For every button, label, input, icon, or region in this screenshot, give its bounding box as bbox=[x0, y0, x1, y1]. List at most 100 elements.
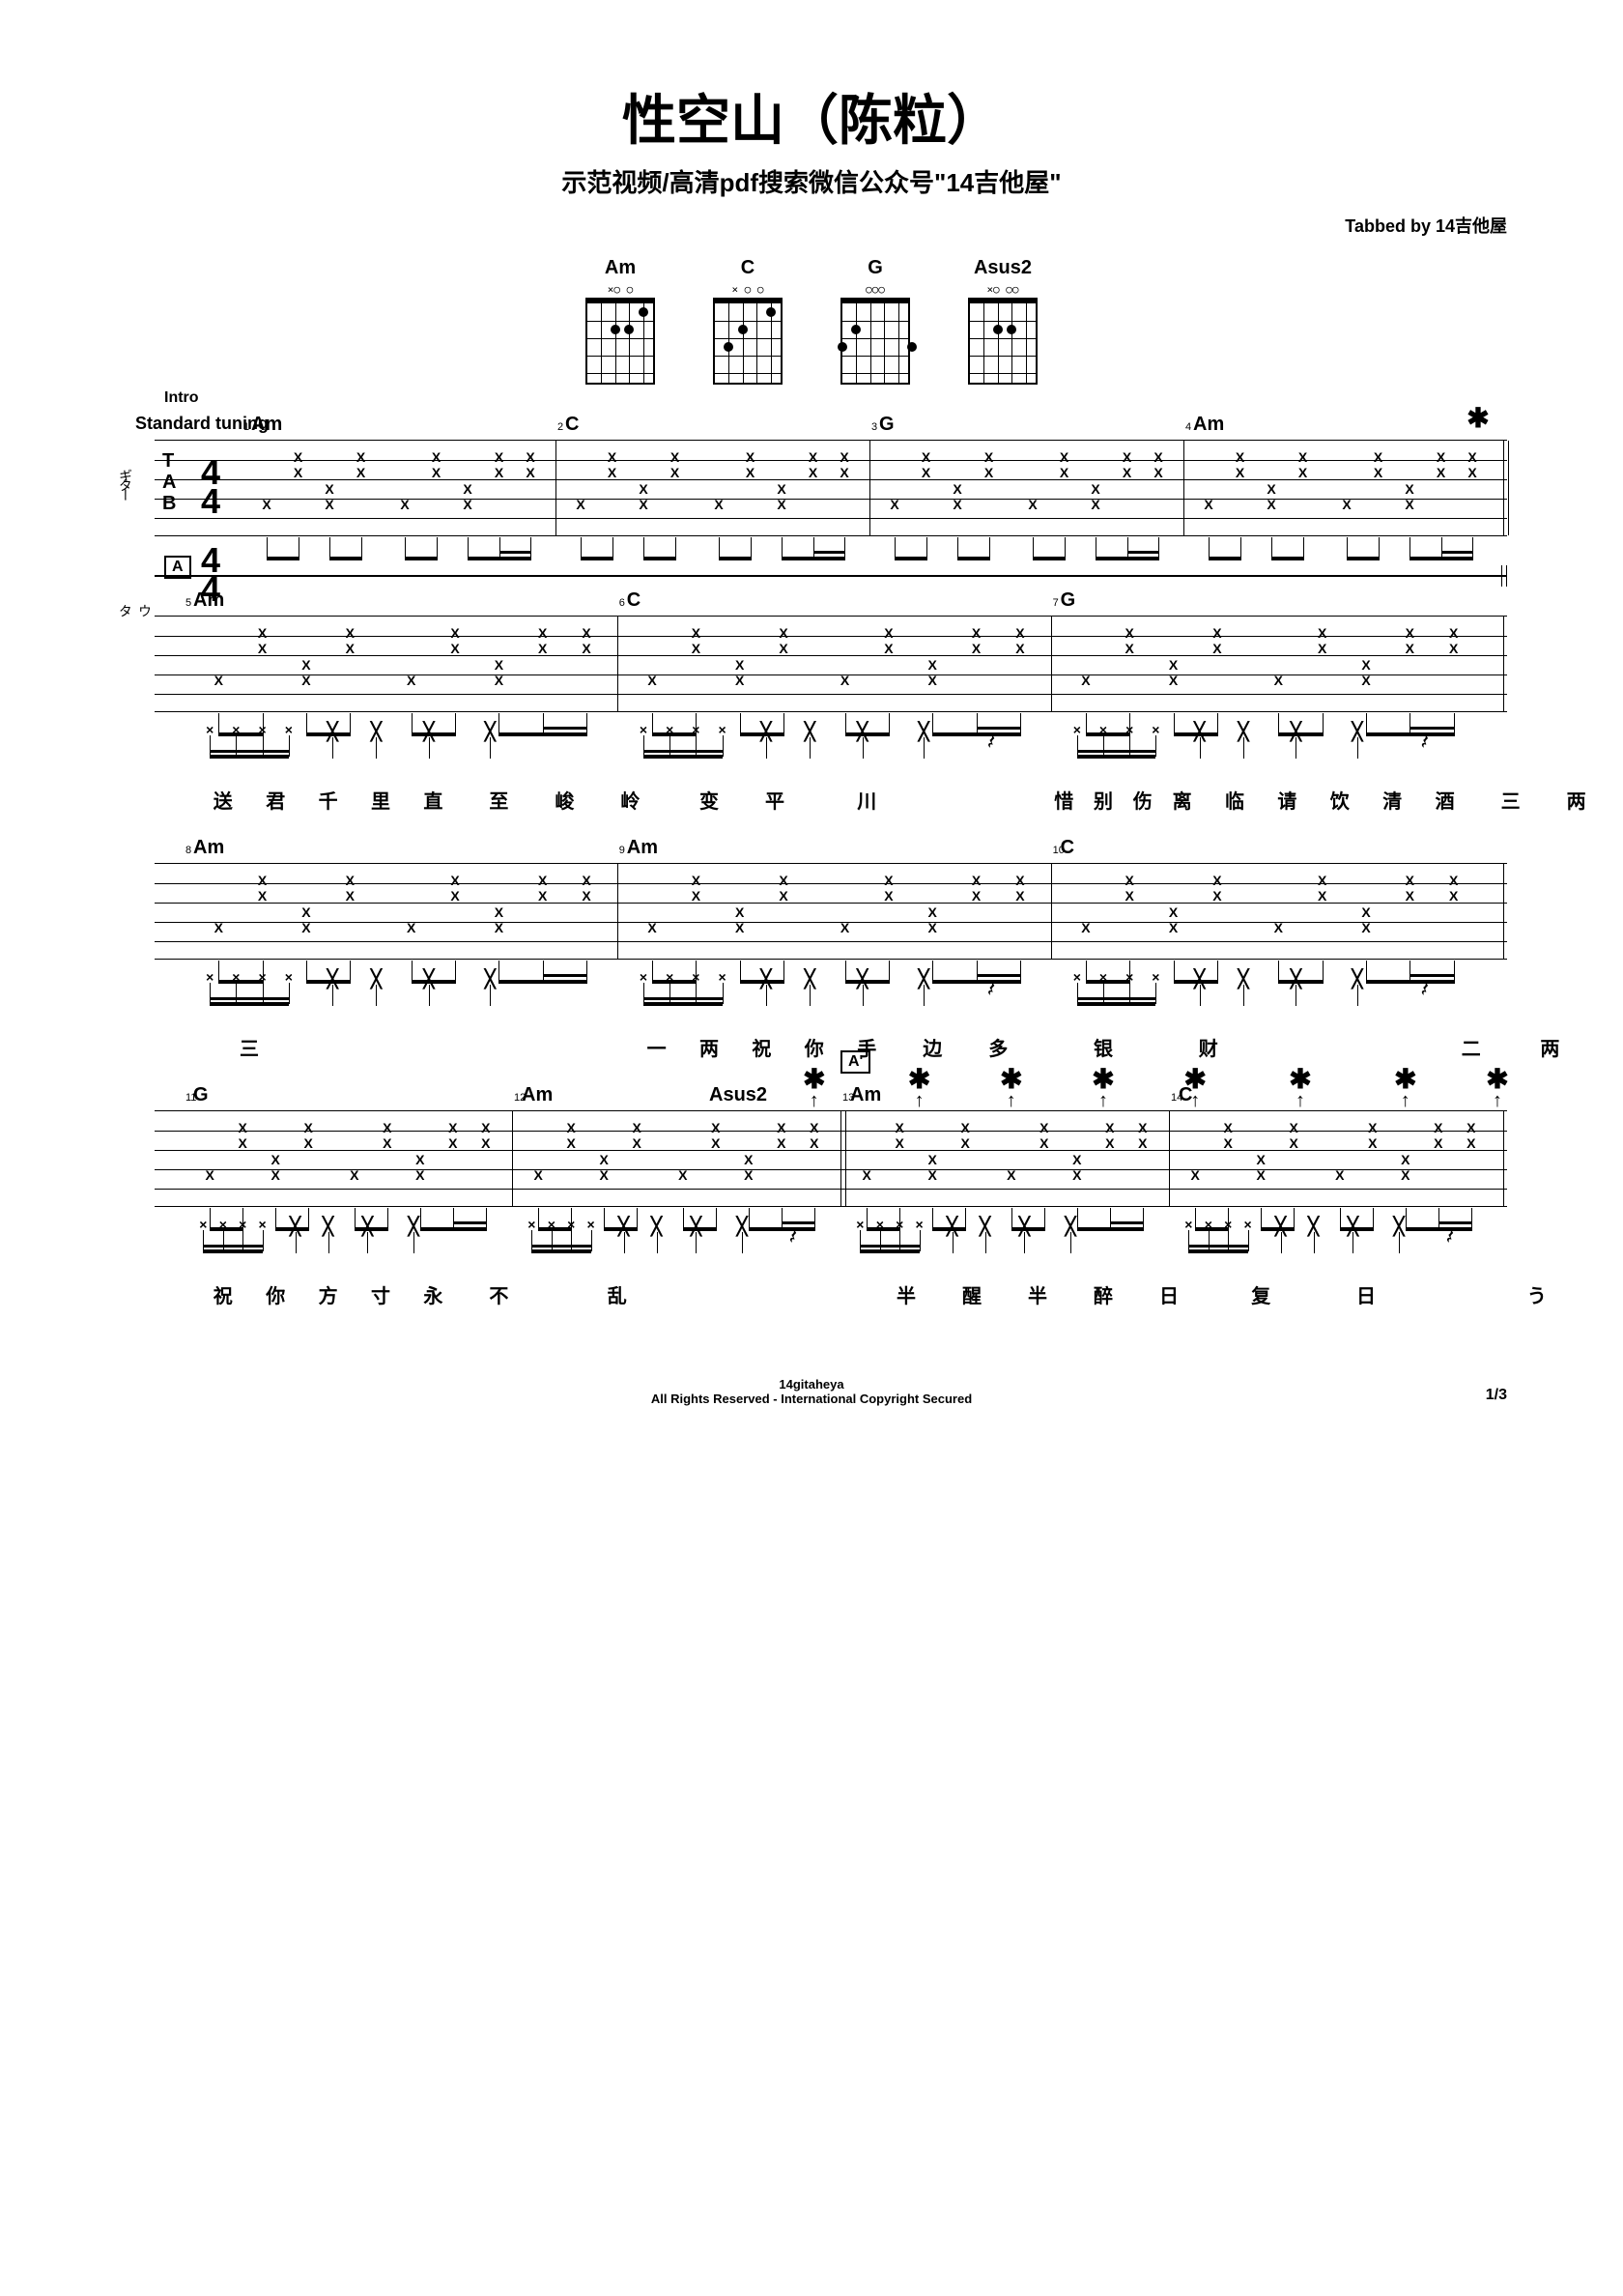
bar-number: 11 bbox=[185, 1092, 196, 1104]
lyric: 别 bbox=[1094, 786, 1113, 814]
lyrics-row: 祝你方寸永不乱半醒半醉日复日う bbox=[155, 1280, 1507, 1319]
chord-diagrams: Am×○ ○ C× ○ ○ G ○○○ Asus2×○ ○○ bbox=[116, 257, 1507, 385]
lyric: 不 bbox=[489, 1280, 508, 1308]
lyric: 日 bbox=[1159, 1280, 1179, 1308]
lyric: 君 bbox=[266, 786, 285, 814]
bar-number: 9 bbox=[619, 845, 625, 856]
lyric: 半 bbox=[897, 1280, 916, 1308]
rhythm-row: ××××╳╳╳╳××××╳╳╳╳𝄽××××╳╳╳╳××××╳╳╳╳𝄽 bbox=[155, 1217, 1507, 1275]
lyric: 里 bbox=[371, 786, 390, 814]
rhythm-row: ××××╳╳╳╳××××╳╳╳╳𝄽××××╳╳╳╳𝄽 bbox=[155, 969, 1507, 1027]
chord-label: Am bbox=[627, 837, 658, 859]
lyric: 峻 bbox=[555, 786, 574, 814]
bar-number: 6 bbox=[619, 597, 625, 609]
lyric: 永 bbox=[423, 1280, 442, 1308]
bar-number: 3 bbox=[871, 421, 877, 433]
lyric: 直 bbox=[423, 786, 442, 814]
chord-label: G bbox=[879, 414, 895, 436]
tab-staff: Am8XXXXXXXXXXXXXXXXAm9XXXXXXXXXXXXXXXXC1… bbox=[155, 863, 1507, 960]
arrow-up-icon: ↑ bbox=[1098, 1090, 1108, 1112]
tuning-label: Standard tuning bbox=[135, 414, 1507, 434]
lyric: 方 bbox=[319, 1280, 338, 1308]
bar-number: 13 bbox=[842, 1092, 854, 1104]
lyric: 醉 bbox=[1094, 1280, 1113, 1308]
system-1: AAm5XXXXXXXXXXXXXXXXC6XXXXXXXXXXXXXXXXG7… bbox=[116, 616, 1507, 824]
bar-number: 7 bbox=[1053, 597, 1059, 609]
page-title: 性空山（陈粒） bbox=[116, 77, 1507, 156]
bar-number: 1 bbox=[243, 421, 249, 433]
section-intro: Intro bbox=[164, 389, 199, 407]
tabbed-by: Tabbed by 14吉他屋 bbox=[116, 213, 1507, 238]
lyric: 银 bbox=[1094, 1033, 1113, 1061]
lyric: 你 bbox=[266, 1280, 285, 1308]
lyric: 饮 bbox=[1330, 786, 1350, 814]
vocal-label: ウタ bbox=[116, 604, 155, 614]
tab-staff: TAB44Am1XXXXXXXXXXXXXXXXC2XXXXXXXXXXXXXX… bbox=[155, 440, 1507, 536]
lyric: 岭 bbox=[620, 786, 640, 814]
lyric: 日 bbox=[1356, 1280, 1376, 1308]
lyric: 清 bbox=[1382, 786, 1402, 814]
lyric: 送 bbox=[214, 786, 233, 814]
section-box: A bbox=[164, 556, 191, 579]
lyrics-row: 送君千里直至峻岭变平川惜别伤离临请饮清酒三两 bbox=[155, 786, 1507, 824]
lyric: 二 bbox=[1462, 1033, 1481, 1061]
lyric: 边 bbox=[923, 1033, 942, 1061]
arrow-up-icon: ↑ bbox=[915, 1090, 925, 1112]
chord-label: Am bbox=[522, 1084, 553, 1106]
lyric: 离 bbox=[1173, 786, 1192, 814]
lyric: 半 bbox=[1028, 1280, 1047, 1308]
chord-C: C× ○ ○ bbox=[713, 257, 783, 385]
arrow-up-icon: ↑ bbox=[1296, 1090, 1305, 1112]
bar-number: 14 bbox=[1171, 1092, 1182, 1104]
lyric: 平 bbox=[765, 786, 784, 814]
lyric: 祝 bbox=[214, 1280, 233, 1308]
bar-number: 4 bbox=[1185, 421, 1191, 433]
lyric: 多 bbox=[988, 1033, 1008, 1061]
lyric: 寸 bbox=[371, 1280, 390, 1308]
chord-label: G bbox=[1061, 589, 1076, 612]
chord-Am: Am×○ ○ bbox=[585, 257, 655, 385]
lyric: 至 bbox=[489, 786, 508, 814]
lyric: 请 bbox=[1277, 786, 1296, 814]
chord-Asus2: Asus2×○ ○○ bbox=[968, 257, 1038, 385]
guitar-label: ギター bbox=[116, 469, 135, 498]
asterisk-icon: ✱ bbox=[1466, 402, 1489, 434]
tab-staff: G11XXXXXXXXXXXXXXXXAmAsus212XXXXXXXXXXXX… bbox=[155, 1110, 1507, 1207]
lyric: 两 bbox=[699, 1033, 719, 1061]
system-2: Am8XXXXXXXXXXXXXXXXAm9XXXXXXXXXXXXXXXXC1… bbox=[116, 863, 1507, 1072]
chord-label: C bbox=[565, 414, 579, 436]
lyric: 一 bbox=[647, 1033, 667, 1061]
lyric: 乱 bbox=[608, 1280, 627, 1308]
lyric: 复 bbox=[1251, 1280, 1270, 1308]
tab-clef: TAB bbox=[162, 450, 176, 514]
lyric: 醒 bbox=[962, 1280, 982, 1308]
subtitle: 示范视频/高清pdf搜索微信公众号"14吉他屋" bbox=[116, 163, 1507, 199]
lyric: 两 bbox=[1540, 1033, 1559, 1061]
bar-number: 12 bbox=[514, 1092, 526, 1104]
system-0: ギターウタIntroTAB44Am1XXXXXXXXXXXXXXXXC2XXXX… bbox=[116, 440, 1507, 577]
bar-number: 2 bbox=[557, 421, 563, 433]
arrow-up-icon: ↑ bbox=[1493, 1090, 1502, 1112]
bar-number: 8 bbox=[185, 845, 191, 856]
lyric: 伤 bbox=[1133, 786, 1153, 814]
chord-label: Asus2 bbox=[709, 1084, 767, 1106]
time-signature: 44 bbox=[201, 458, 220, 516]
bar-number: 10 bbox=[1053, 845, 1065, 856]
tab-staff: Am5XXXXXXXXXXXXXXXXC6XXXXXXXXXXXXXXXXG7X… bbox=[155, 616, 1507, 712]
lyric: 千 bbox=[319, 786, 338, 814]
rhythm-row: ××××╳╳╳╳××××╳╳╳╳𝄽××××╳╳╳╳𝄽 bbox=[155, 722, 1507, 780]
chord-G: G ○○○ bbox=[840, 257, 910, 385]
arrow-up-icon: ↑ bbox=[1007, 1090, 1016, 1112]
lyric: 惜 bbox=[1054, 786, 1073, 814]
lyric: 两 bbox=[1567, 786, 1586, 814]
lyric: 变 bbox=[699, 786, 719, 814]
lyric: 川 bbox=[857, 786, 876, 814]
lyric: 临 bbox=[1225, 786, 1244, 814]
lyric: 财 bbox=[1199, 1033, 1218, 1061]
lyric: う bbox=[1527, 1280, 1547, 1308]
section-box-mid: A' bbox=[840, 1050, 870, 1074]
lyric: 三 bbox=[1501, 786, 1521, 814]
chord-label: Am bbox=[251, 414, 282, 436]
arrow-up-icon: ↑ bbox=[1401, 1090, 1410, 1112]
chord-label: Am bbox=[193, 837, 224, 859]
